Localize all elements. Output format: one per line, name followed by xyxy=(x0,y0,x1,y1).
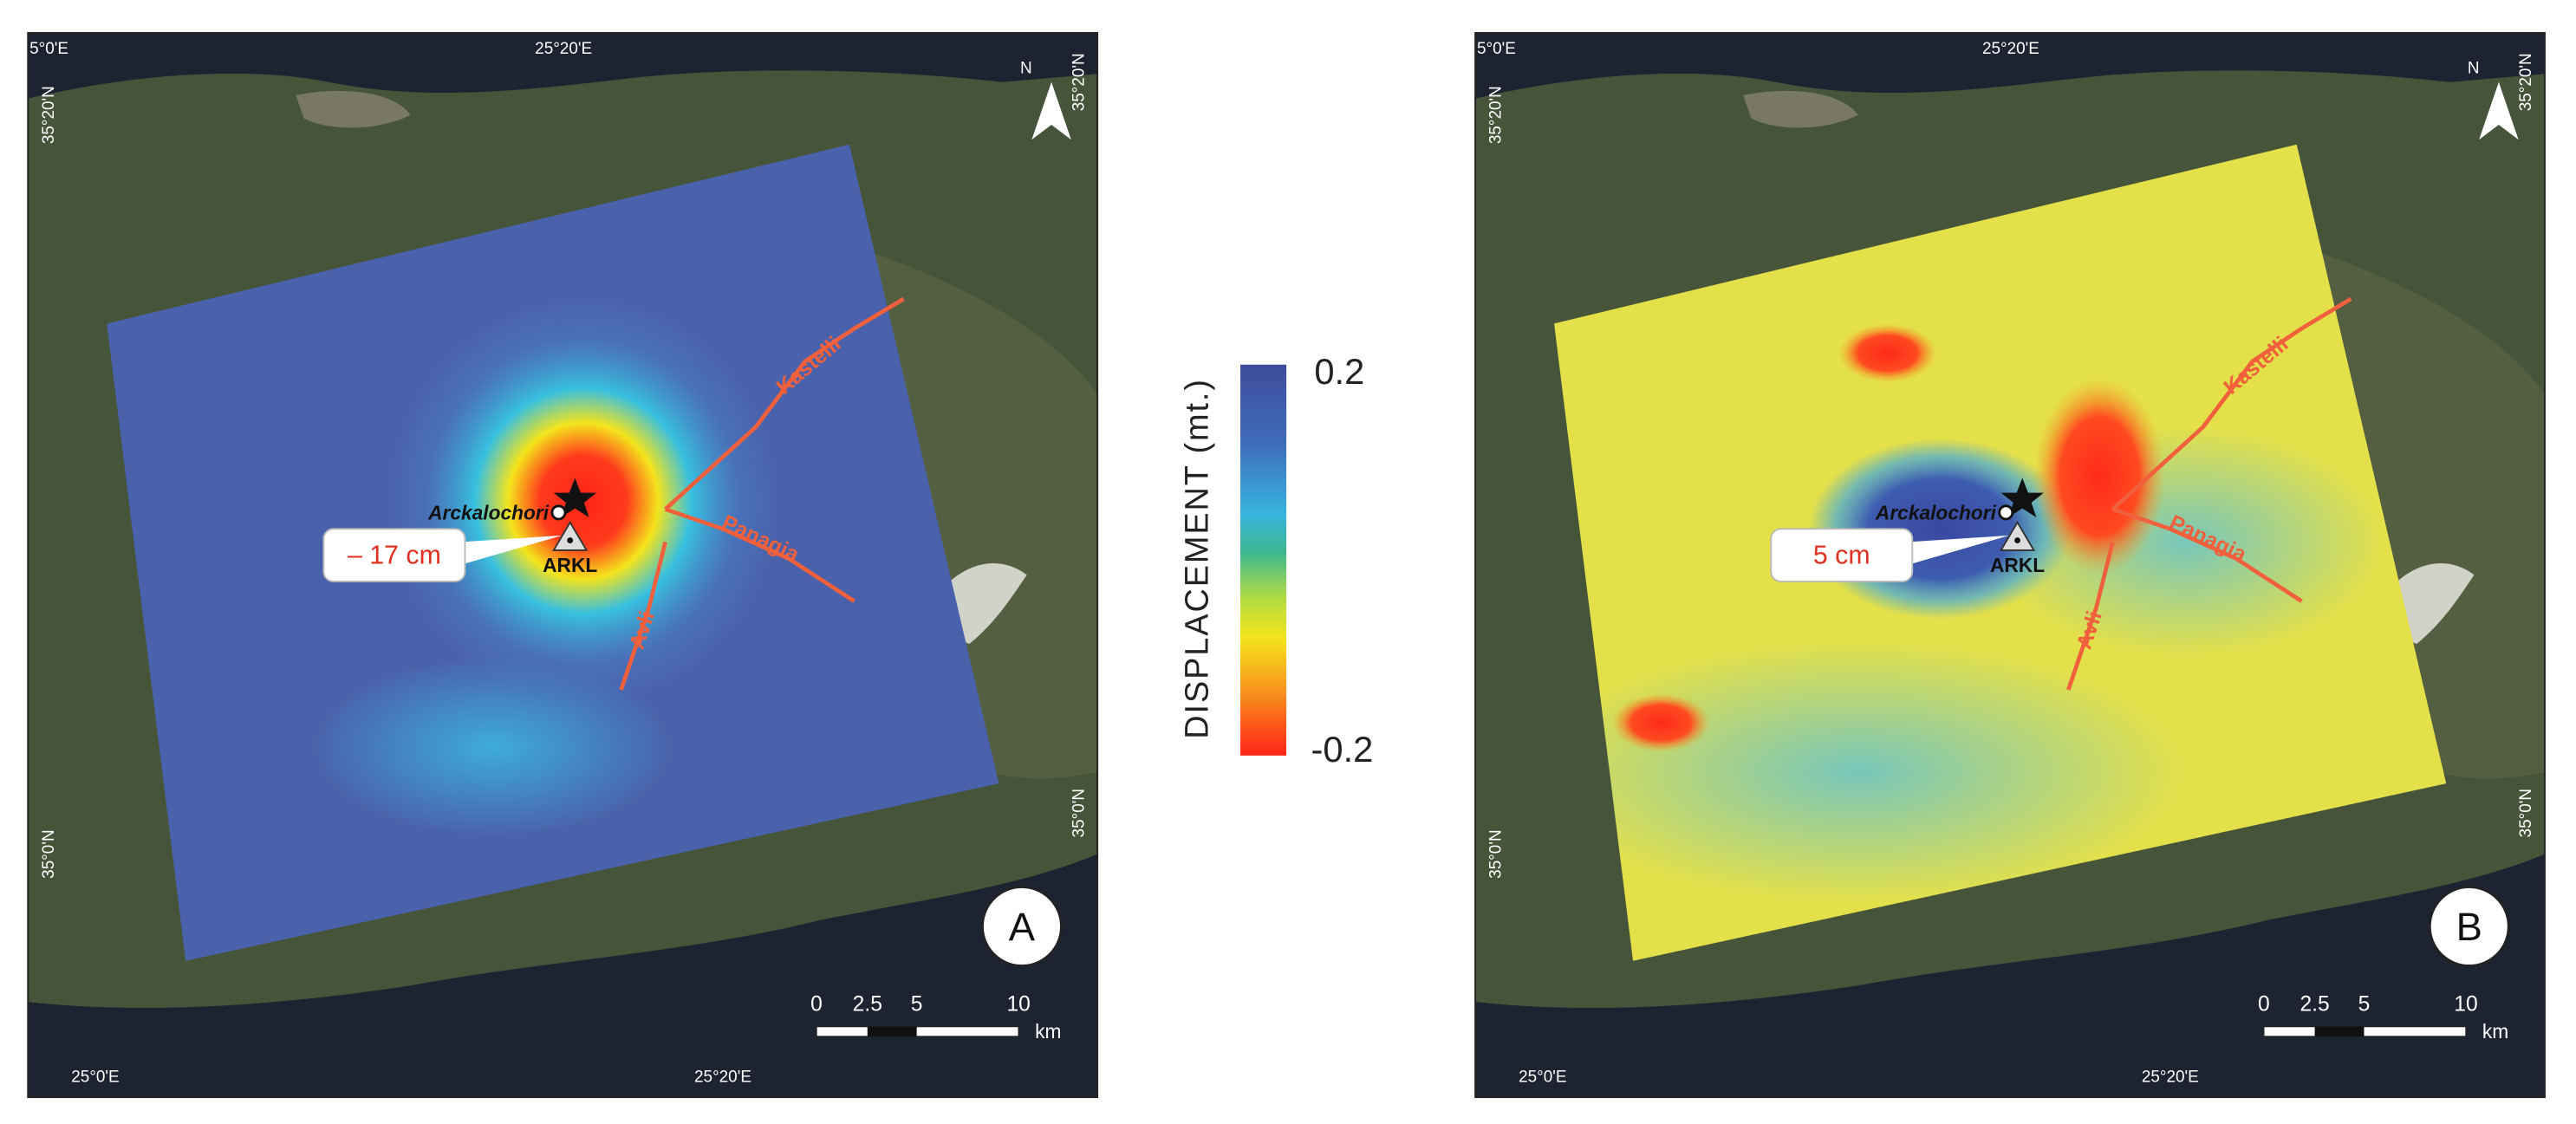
scale-unit: km xyxy=(2482,1020,2508,1043)
scale-label: 2.5 xyxy=(2300,992,2329,1016)
coord-label: 25°20'E xyxy=(1982,40,2039,58)
fault-line xyxy=(664,296,905,511)
callout-label: 5 cm xyxy=(1813,542,1870,570)
scale-label: 5 xyxy=(911,992,923,1016)
callout-pointer xyxy=(1907,535,2010,566)
panel-frame xyxy=(1474,31,2546,1099)
station-dot xyxy=(2014,537,2020,543)
scale-label: 10 xyxy=(1006,992,1030,1016)
station-marker xyxy=(1999,520,2036,551)
coord-label: 25°0'E xyxy=(71,1068,119,1086)
overlay-field xyxy=(2033,377,2166,575)
coord-label: 5°0'E xyxy=(1477,40,1516,58)
town xyxy=(296,90,411,128)
fault-line xyxy=(2111,296,2352,511)
coord-label: 5°0'E xyxy=(29,40,68,58)
town-marker xyxy=(550,504,567,521)
coord-label: 25°20'E xyxy=(694,1068,751,1086)
coord-label: 25°20'E xyxy=(535,40,592,58)
scale-label: 0 xyxy=(2258,992,2270,1016)
colorbar: 0.2 -0.2 DISPLACEMENT (mt.) xyxy=(1180,351,1374,770)
coord-label: 35°20'N xyxy=(2517,53,2535,111)
scale-label: 10 xyxy=(2454,992,2477,1016)
fault-line xyxy=(619,541,667,691)
fault-line xyxy=(2111,507,2303,603)
town-label: Arckalochori xyxy=(427,501,550,523)
scale-bar xyxy=(2263,1025,2467,1037)
town-marker xyxy=(1998,504,2014,521)
scale-label: 0 xyxy=(810,992,823,1016)
town-label: Arckalochori xyxy=(1875,501,1997,523)
station-dot xyxy=(567,537,574,543)
scale-bar xyxy=(2314,1026,2365,1036)
coord-label: 35°20'N xyxy=(40,86,58,144)
coord-label: 35°0'N xyxy=(2517,789,2535,837)
overlay-field xyxy=(1611,692,1711,753)
scale-label: 2.5 xyxy=(853,992,882,1016)
coord-label: 35°0'N xyxy=(40,829,58,878)
scale-unit: km xyxy=(1035,1020,1061,1043)
station-label: ARKL xyxy=(1990,554,2045,576)
panel-badge xyxy=(2428,886,2510,967)
colorbar-scale xyxy=(1240,364,1287,756)
station-label: ARKL xyxy=(543,554,597,576)
panel-letter: B xyxy=(2456,905,2482,949)
overlay-field xyxy=(1838,323,1937,383)
coord-label: 25°20'E xyxy=(2142,1068,2199,1086)
coord-label: 35°0'N xyxy=(1487,829,1506,878)
town xyxy=(1743,90,1858,128)
scale-bar xyxy=(867,1026,917,1036)
panel-frame xyxy=(27,31,1099,1099)
fault-line xyxy=(2066,541,2115,691)
north-arrow xyxy=(1031,81,1071,140)
north-label: N xyxy=(2468,60,2480,78)
callout-label: – 17 cm xyxy=(348,542,441,570)
scale-label: 5 xyxy=(2358,992,2371,1016)
coord-label: 35°20'N xyxy=(1070,53,1088,111)
panel-badge xyxy=(981,886,1063,967)
colorbar-title: DISPLACEMENT (mt.) xyxy=(1180,378,1216,739)
coord-label: 35°20'N xyxy=(1487,86,1506,144)
callout-box xyxy=(1770,528,1914,582)
north-arrow xyxy=(2479,81,2519,140)
scale-bar xyxy=(816,1025,1019,1037)
coord-label: 35°0'N xyxy=(1070,789,1088,837)
callout-box xyxy=(322,528,466,582)
fault-line xyxy=(664,507,855,603)
panel-letter: A xyxy=(1009,905,1036,949)
station-marker xyxy=(552,520,589,551)
coord-label: 25°0'E xyxy=(1519,1068,1566,1086)
colorbar-min: -0.2 xyxy=(1311,729,1374,770)
colorbar-max: 0.2 xyxy=(1314,351,1364,392)
north-label: N xyxy=(1020,60,1032,78)
